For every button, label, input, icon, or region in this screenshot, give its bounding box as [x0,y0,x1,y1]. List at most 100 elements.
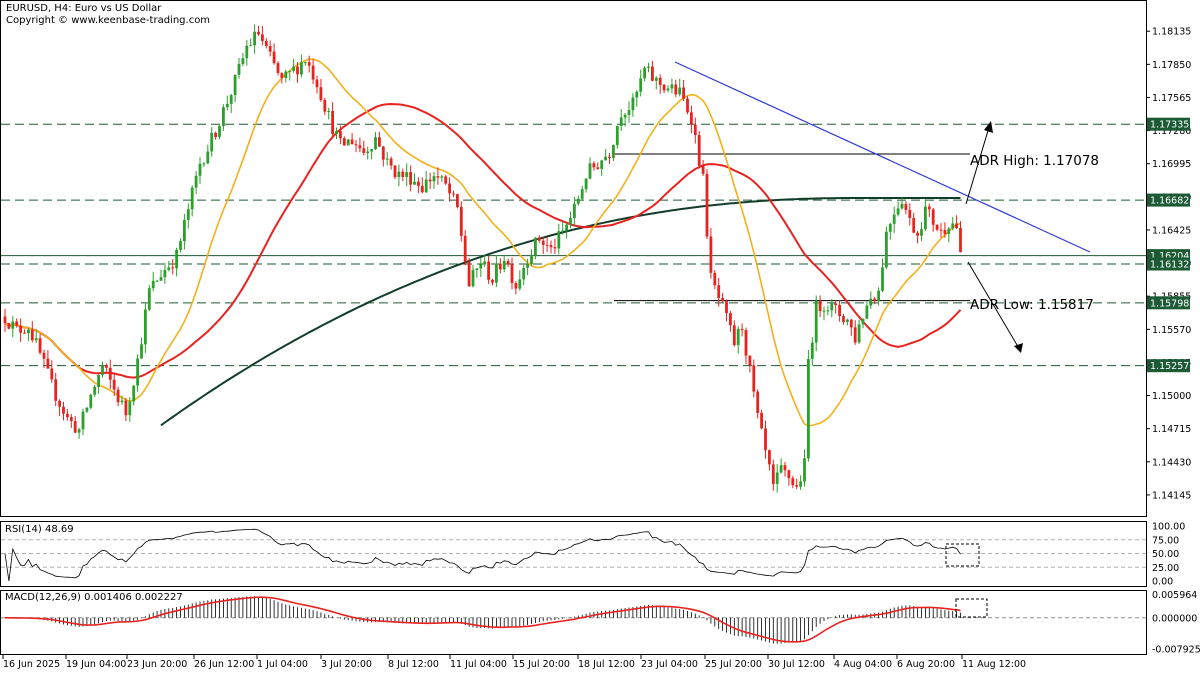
time-tick-label: 4 Aug 04:00 [834,659,892,670]
candle-49 [194,171,198,195]
candle-body [565,224,568,231]
candle-217 [849,319,853,336]
candle-body [931,209,935,225]
price-tag-label: 1.16132 [1150,259,1189,270]
candle-body [401,171,405,177]
candle-95 [374,132,377,151]
candle-body [186,209,190,220]
candle-169 [662,83,666,94]
candle-19 [77,427,81,439]
candle-body [144,309,147,345]
candle-2 [11,316,15,338]
candle-225 [881,258,884,292]
candle-body [366,151,370,153]
time-tick-label: 18 Jul 12:00 [578,659,635,670]
candle-body [300,62,303,75]
candle-body [717,285,721,298]
candle-body [514,283,518,289]
candle-161 [631,93,635,117]
candle-body [690,112,693,125]
candle-body [896,208,900,215]
candle-body [803,458,806,482]
candle-body [912,217,916,233]
candle-182 [713,270,717,290]
candle-0 [3,308,7,332]
candle-25 [101,361,104,378]
candle-body [534,237,537,256]
price-tick-label: 1.14145 [1152,490,1191,501]
candle-body [233,74,237,96]
candle-body [120,400,124,403]
candle-9 [38,333,42,355]
candle-69 [272,43,276,65]
time-tick-label: 25 Jul 20:00 [705,659,762,670]
adr-low-label: ADR Low: 1.15817 [970,297,1094,313]
candle-7 [30,321,34,343]
candle-192 [752,359,756,398]
symbol-title: EURUSD, H4: Euro vs US Dollar [6,3,162,14]
candle-26 [105,363,108,372]
candle-body [393,165,397,178]
candle-body [491,279,494,283]
rsi-tick-label: 0.00 [1152,577,1173,588]
candle-235 [920,221,923,242]
candle-236 [924,199,927,232]
moving-averages [4,58,962,427]
candle-119 [467,258,471,287]
candle-body [147,288,151,310]
macd-tick-label: 0.000000 [1152,613,1197,624]
candle-body [518,279,522,289]
candle-body [885,231,888,268]
candle-body [814,300,818,343]
candle-62 [245,39,249,66]
candle-138 [541,236,545,255]
candle-241 [943,222,947,238]
candle-142 [557,223,561,255]
candle-body [85,407,89,412]
candle-body [116,389,120,403]
candle-52 [206,144,210,165]
candle-body [15,321,19,326]
candle-body [760,412,763,429]
candle-103 [405,163,409,187]
candle-155 [608,153,611,164]
candle-237 [927,203,931,217]
candle-body [257,31,260,35]
candle-170 [666,85,670,93]
candle-107 [420,177,424,194]
candle-90 [354,140,358,153]
candle-92 [362,140,366,156]
price-tick-label: 1.16995 [1152,159,1191,170]
candle-205 [803,449,806,487]
candle-175 [686,96,689,115]
candle-body [732,325,736,346]
candle-body [108,367,112,380]
candle-60 [237,58,241,79]
candle-159 [623,112,627,127]
candle-body [725,301,728,314]
candle-51 [202,162,206,167]
candle-body [448,183,451,194]
candle-body [881,267,884,291]
candle-body [787,470,791,479]
candle-body [140,344,143,359]
candle-199 [779,458,783,474]
candle-body [756,391,760,413]
candle-238 [931,208,935,232]
candle-body [280,72,284,78]
candle-body [417,181,420,186]
candle-153 [600,159,604,176]
candle-body [729,313,732,326]
candle-6 [27,328,30,342]
candle-55 [218,125,221,140]
candle-body [237,64,241,75]
candle-240 [939,223,943,238]
candle-body [943,229,947,234]
candle-126 [495,255,498,288]
candle-133 [522,264,526,285]
candle-164 [643,66,646,82]
candle-110 [432,172,436,189]
candle-body [175,249,178,269]
main-panel-frame [0,0,1147,517]
candle-body [385,158,389,160]
